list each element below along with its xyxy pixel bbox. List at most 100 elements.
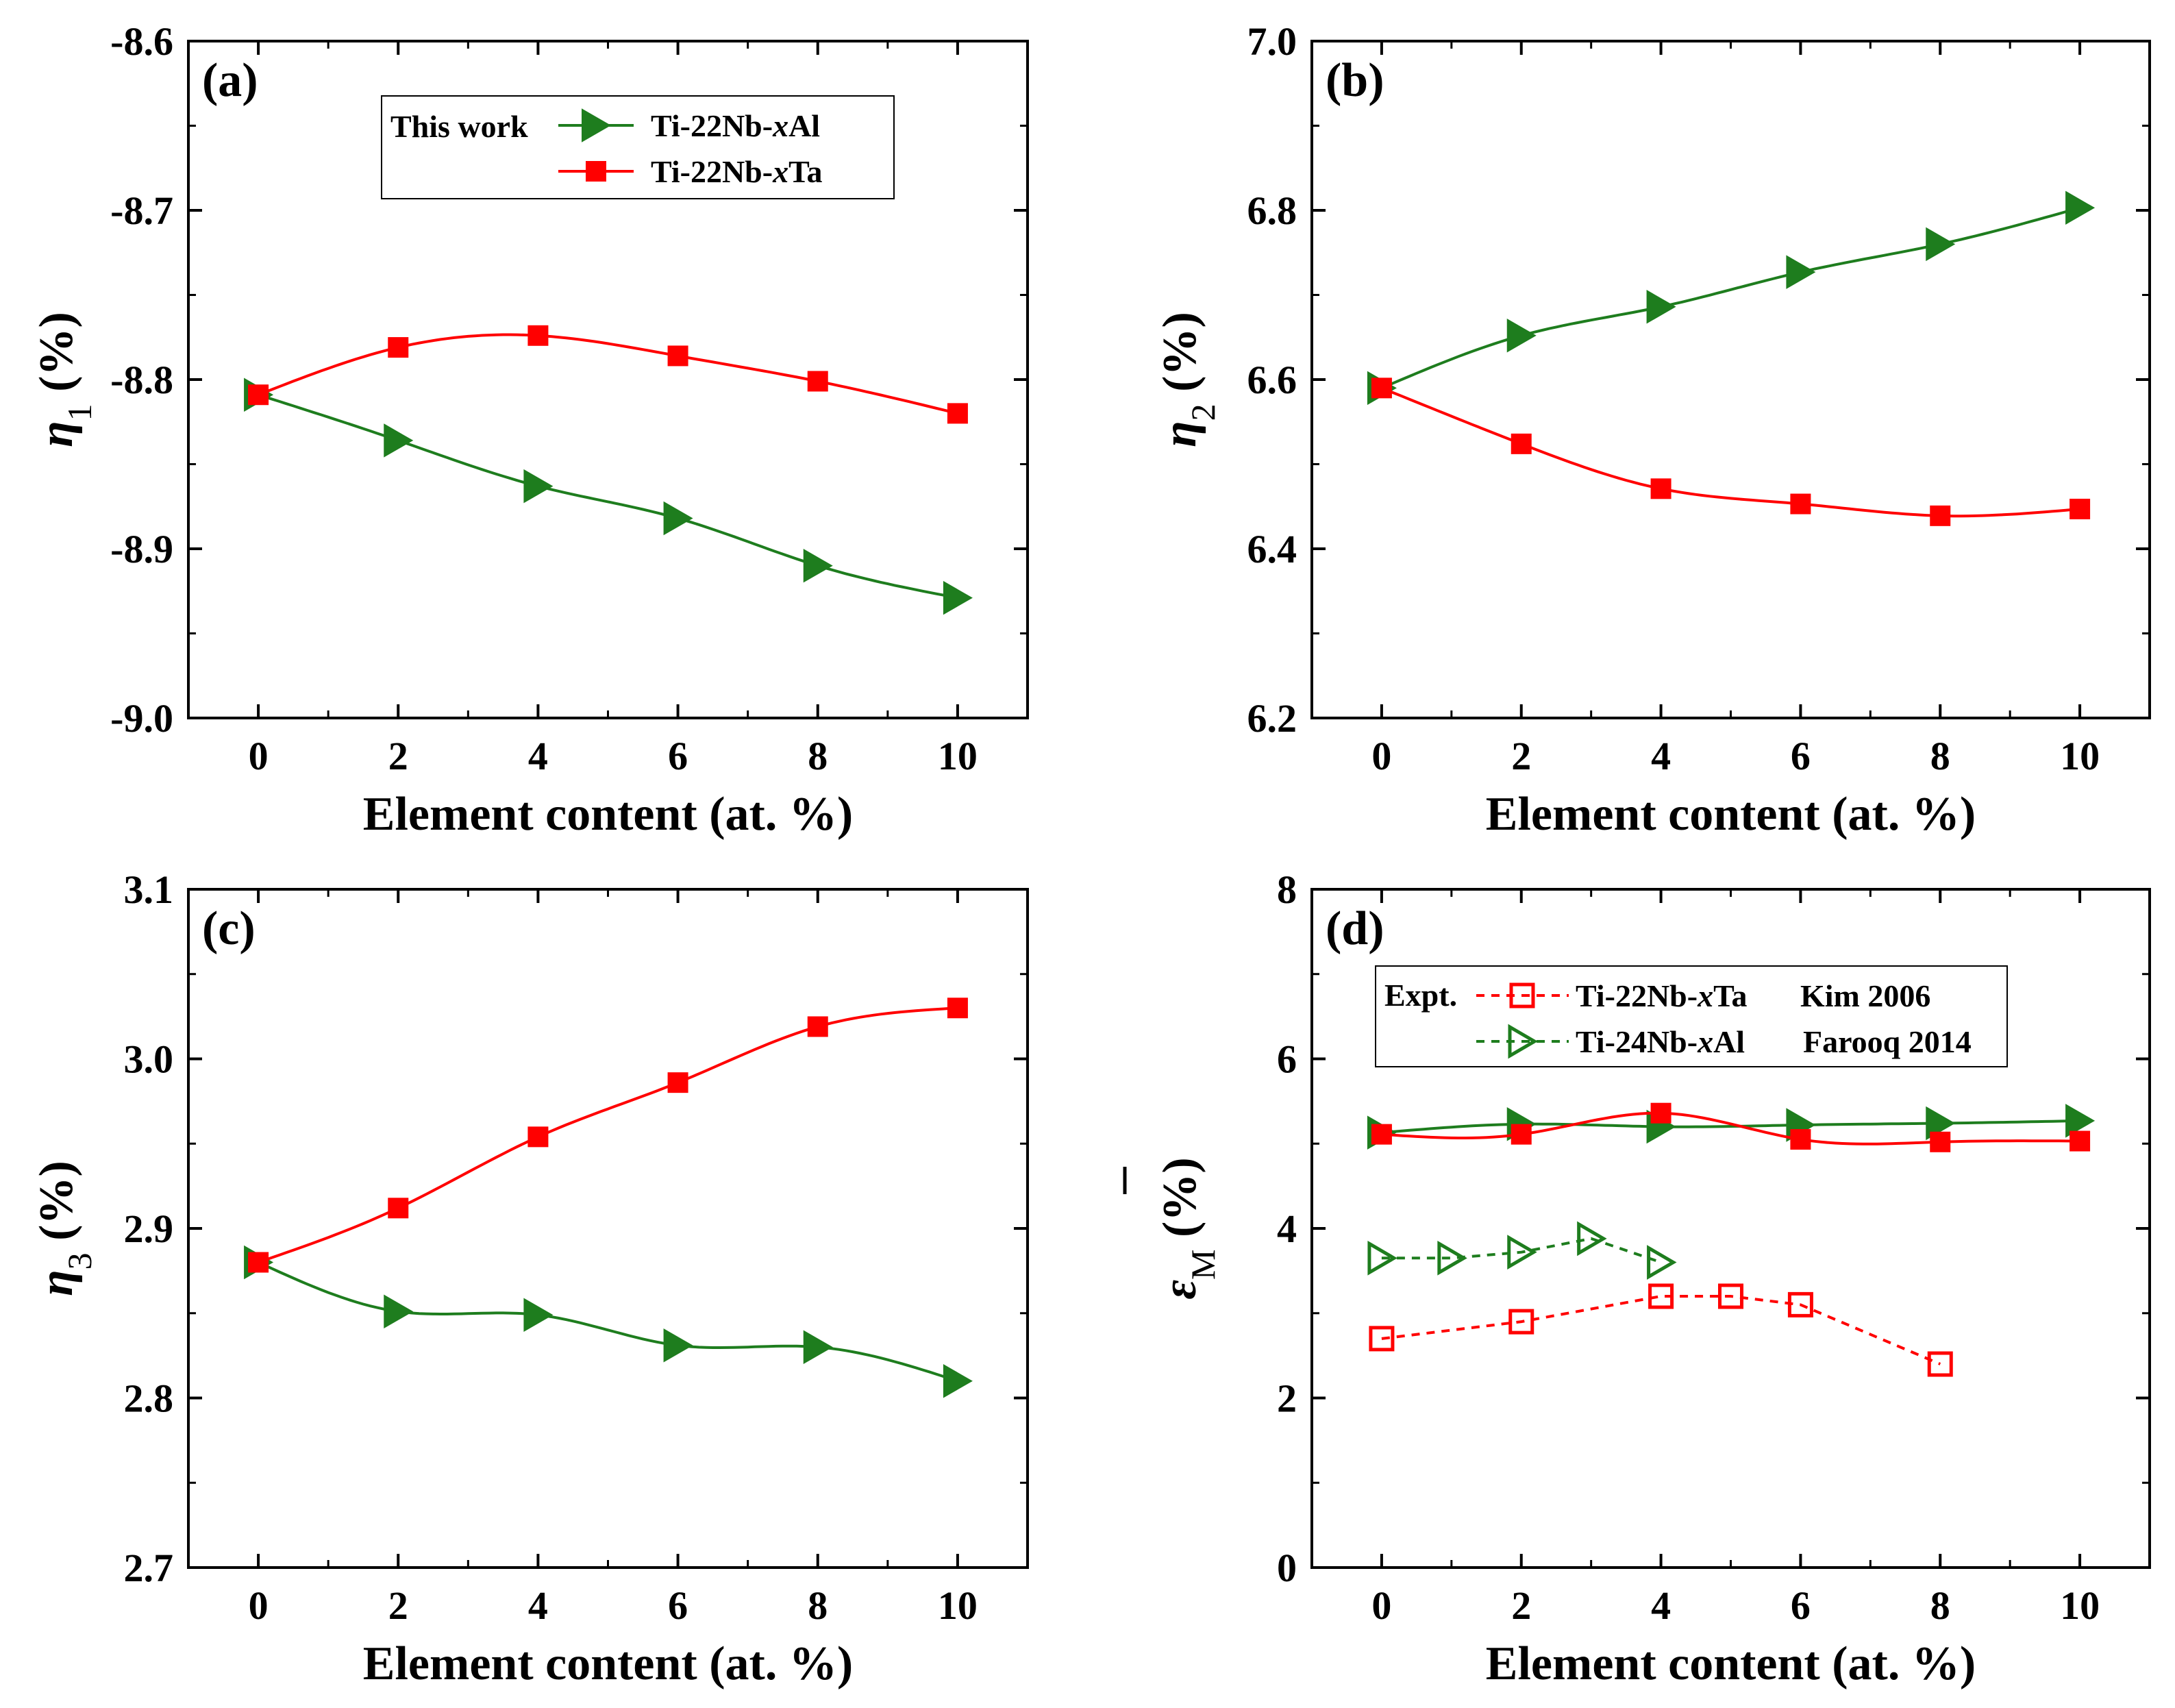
plot-frame xyxy=(1310,40,2151,719)
y-tick-label: 2.9 xyxy=(124,1206,174,1251)
legend-box xyxy=(381,95,895,199)
panel-c: 0 2 4 6 8 10 2.7 2.8 2.9 3.0 3.1 Element content (a… xyxy=(30,867,1029,1690)
series-line xyxy=(258,333,958,415)
data-point xyxy=(1930,505,1951,526)
y-axis-unit: (%) xyxy=(30,1161,83,1252)
data-point xyxy=(1647,1245,1677,1280)
y-tick-label: 0 xyxy=(1277,1546,1297,1590)
legend-marker xyxy=(1508,1024,1538,1059)
legend-entry-post: Ta xyxy=(1713,978,1747,1013)
panel-label: (d) xyxy=(1326,902,1384,955)
data-point xyxy=(2070,498,2091,519)
panel-d: 0 2 4 6 8 10 0 2 4 6 8 Element content (at. %) εM (%… xyxy=(1123,867,2151,1690)
series-0 xyxy=(244,1245,973,1398)
legend-title: Expt. xyxy=(1384,978,1457,1013)
x-tick-label: 4 xyxy=(1651,734,1671,778)
legend-entry-pre: Ti-22Nb- xyxy=(651,108,773,143)
series-1 xyxy=(248,998,968,1273)
x-tick-label: 4 xyxy=(528,1583,548,1628)
data-point xyxy=(667,345,688,367)
data-point xyxy=(1371,1124,1392,1145)
data-point xyxy=(1648,1283,1674,1309)
y-axis-unit: (%) xyxy=(1154,312,1206,404)
data-point xyxy=(1650,478,1671,499)
data-point xyxy=(384,423,414,458)
x-axis-label: Element content (at. %) xyxy=(363,1637,853,1690)
data-point xyxy=(1367,1240,1397,1276)
x-tick-label: 6 xyxy=(1791,734,1811,778)
y-tick-label: 6.2 xyxy=(1247,696,1297,741)
data-point xyxy=(1646,290,1676,324)
data-point xyxy=(1437,1240,1467,1276)
data-point xyxy=(527,325,549,346)
x-tick-label: 2 xyxy=(1511,734,1531,778)
data-point xyxy=(1369,1326,1395,1352)
x-tick-label: 2 xyxy=(388,734,408,778)
data-point xyxy=(2070,1130,2091,1152)
legend-entry-post: Al xyxy=(1713,1024,1745,1059)
y-axis-label: η1 (%) xyxy=(30,312,99,447)
data-point xyxy=(2065,1104,2096,1138)
y-tick-label: -8.6 xyxy=(110,19,173,64)
data-point xyxy=(1506,319,1537,353)
y-tick-label: -8.9 xyxy=(110,527,173,571)
data-point xyxy=(943,1364,973,1398)
y-tick-label: 4 xyxy=(1277,1206,1297,1251)
legend-entry: Ti-22Nb-xAl xyxy=(651,108,820,143)
data-point xyxy=(1926,1106,1956,1141)
x-tick-label: 6 xyxy=(668,1583,688,1628)
y-tick-label: 6 xyxy=(1277,1037,1297,1082)
data-point xyxy=(523,1298,554,1332)
x-tick-label: 2 xyxy=(1511,1583,1531,1628)
y-tick-label: 2.8 xyxy=(124,1376,174,1421)
series-line xyxy=(1381,1119,2080,1135)
y-axis-subscript: 1 xyxy=(60,404,99,421)
x-tick-label: 8 xyxy=(808,734,828,778)
legend-box xyxy=(1375,965,2008,1067)
series-line-dashed xyxy=(1381,1237,1662,1264)
data-point xyxy=(1927,1351,1953,1377)
data-point xyxy=(388,1198,409,1219)
legend-entry-pre: Ti-24Nb- xyxy=(1576,1024,1698,1059)
y-axis-symbol: η xyxy=(30,1270,83,1296)
x-axis-label: Element content (at. %) xyxy=(1486,788,1976,841)
data-point xyxy=(807,371,828,392)
legend-reference: Kim 2006 xyxy=(1800,978,1930,1013)
data-point xyxy=(1790,1129,1811,1150)
y-axis-symbol: η xyxy=(1154,421,1206,447)
data-point xyxy=(1511,433,1532,454)
data-point xyxy=(803,1330,833,1364)
y-axis-symbol: ε xyxy=(1154,1280,1206,1300)
legend-entry-pre: Ti-22Nb- xyxy=(1576,978,1698,1013)
data-point xyxy=(1507,1235,1537,1270)
x-tick-label: 10 xyxy=(938,1583,978,1628)
legend-entry-post: Al xyxy=(788,108,820,143)
y-tick-label: 3.1 xyxy=(124,867,174,912)
legend-entry: Ti-22Nb-xTa xyxy=(1576,978,1748,1013)
legend: Expt. Ti-22Nb-xTa Kim 2006 Ti-24Nb-xAl Faroo… xyxy=(1375,965,2008,1067)
plot-frame xyxy=(187,888,1029,1569)
series-1 xyxy=(248,325,968,424)
legend-entry: Ti-24Nb-xAl xyxy=(1576,1024,1745,1059)
data-point xyxy=(667,1072,688,1093)
data-point xyxy=(1718,1283,1743,1309)
data-point xyxy=(1650,1102,1671,1124)
data-point xyxy=(1786,255,1816,289)
y-tick-label: 3.0 xyxy=(124,1037,174,1082)
y-tick-label: 6.8 xyxy=(1247,188,1297,233)
y-axis-subscript: M xyxy=(1184,1249,1222,1279)
data-point xyxy=(943,580,973,615)
y-tick-label: -8.8 xyxy=(110,358,173,402)
legend-reference: Farooq 2014 xyxy=(1803,1024,1972,1059)
data-point xyxy=(1926,227,1956,262)
panel-label: (a) xyxy=(202,54,258,107)
x-tick-label: 0 xyxy=(1371,734,1391,778)
data-point xyxy=(947,998,968,1019)
series-line xyxy=(1381,206,2080,390)
y-tick-label: 2 xyxy=(1277,1376,1297,1421)
data-point xyxy=(2065,190,2096,225)
panel-b: 0 2 4 6 8 10 6.2 6.4 6.6 6.8 7.0 Element content (a… xyxy=(1154,19,2151,841)
legend-entry-pre: Ti-22Nb- xyxy=(651,154,773,189)
